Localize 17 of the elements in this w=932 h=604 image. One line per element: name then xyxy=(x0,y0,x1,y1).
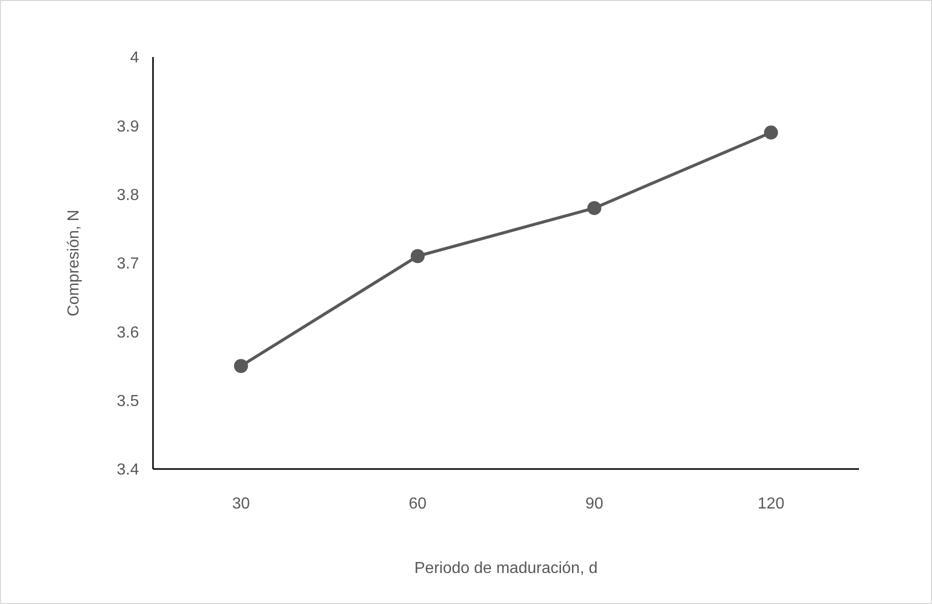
y-tick-label: 3.5 xyxy=(116,393,140,410)
x-tick-label: 90 xyxy=(585,495,604,512)
x-tick-label: 30 xyxy=(232,495,250,512)
x-tick-label: 60 xyxy=(408,495,427,512)
y-tick-label: 3.6 xyxy=(116,324,140,342)
x-axis-title: Periodo de maduración, d xyxy=(414,560,598,577)
y-tick-label: 3.9 xyxy=(116,118,140,136)
point xyxy=(587,201,602,216)
y-tick-label: 3.8 xyxy=(116,187,140,204)
y-axis-title: Compresión, N xyxy=(66,210,83,316)
point xyxy=(234,359,248,373)
point xyxy=(410,249,425,264)
y-tick-label: 3.7 xyxy=(116,256,140,273)
y-tick-label: 4 xyxy=(130,50,140,67)
point xyxy=(764,126,778,140)
x-tick-label: 120 xyxy=(758,495,784,512)
y-tick-label: 3.4 xyxy=(116,462,140,479)
